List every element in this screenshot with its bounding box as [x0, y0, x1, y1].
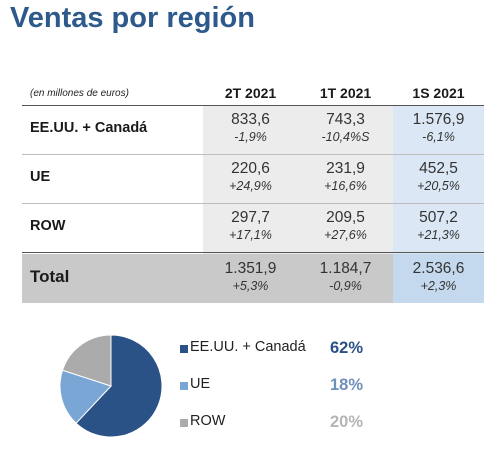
table-cell: 220,6 +24,9%: [203, 159, 298, 194]
column-header-2t: 2T 2021: [224, 85, 277, 101]
table-cell: 1.351,9 +5,3%: [203, 259, 298, 294]
table-row: EE.UU. + Canadá 833,6 -1,9% 743,3 -10,4%S …: [22, 105, 484, 155]
table-cell: 231,9 +16,6%: [298, 159, 393, 194]
column-header-1s: 1S 2021: [412, 85, 465, 101]
legend-item: ROW 20%: [180, 413, 390, 450]
legend-item: UE 18%: [180, 376, 390, 413]
cell-value: 231,9: [326, 160, 365, 177]
table-cell: 743,3 -10,4%S: [298, 110, 393, 145]
cell-change: +21,3%: [417, 228, 460, 242]
table-cell: 297,7 +17,1%: [203, 208, 298, 243]
legend-swatch: [180, 345, 188, 353]
cell-change: +2,3%: [420, 279, 457, 293]
total-row-background: [22, 254, 393, 303]
column-highlight-2t: [203, 105, 298, 277]
cell-change: -1,9%: [234, 130, 267, 144]
column-highlight-1s: [393, 105, 484, 277]
legend-label: UE: [190, 376, 211, 392]
cell-change: +27,6%: [324, 228, 367, 242]
pie-slice: [61, 334, 112, 387]
row-label: UE: [30, 169, 51, 185]
cell-value: 452,5: [419, 160, 458, 177]
table-header: (en millones de euros) 2T 2021 1T 2021 1…: [22, 82, 484, 106]
table-cell: 452,5 +20,5%: [393, 159, 484, 194]
cell-value: 833,6: [231, 111, 270, 128]
legend-label: EE.UU. + Canadá: [190, 339, 306, 355]
cell-change: -6,1%: [422, 130, 455, 144]
row-label: EE.UU. + Canadá: [30, 120, 148, 136]
legend-percent: 18%: [330, 376, 364, 394]
legend-percent: 20%: [330, 413, 364, 431]
total-row-background-1s: [393, 254, 484, 303]
legend-item: EE.UU. + Canadá 62%: [180, 339, 390, 376]
pie-slice: [59, 369, 112, 424]
cell-change: -0,9%: [329, 279, 362, 293]
legend-swatch: [180, 382, 188, 390]
unit-note: (en millones de euros): [30, 88, 129, 99]
pie-legend: EE.UU. + Canadá 62% UE 18% ROW 20%: [180, 339, 390, 450]
region-pie-chart: [59, 334, 163, 438]
cell-value: 297,7: [231, 209, 270, 226]
cell-value: 743,3: [326, 111, 365, 128]
table-cell: 1.184,7 -0,9%: [298, 259, 393, 294]
table-cell: 507,2 +21,3%: [393, 208, 484, 243]
row-label: ROW: [30, 218, 66, 234]
page-title: Ventas por región: [10, 2, 255, 34]
cell-value: 1.576,9: [412, 111, 465, 128]
cell-change: -10,4%S: [321, 130, 370, 144]
column-header-1t: 1T 2021: [319, 85, 372, 101]
table-row: ROW 297,7 +17,1% 209,5 +27,6% 507,2 +21,3%: [22, 203, 484, 253]
cell-value: 1.351,9: [224, 260, 277, 277]
legend-label: ROW: [190, 413, 226, 429]
cell-value: 209,5: [326, 209, 365, 226]
legend-swatch: [180, 419, 188, 427]
total-label: Total: [30, 267, 70, 286]
total-row: Total 1.351,9 +5,3% 1.184,7 -0,9% 2.536,6 +…: [22, 254, 484, 303]
cell-value: 1.184,7: [319, 260, 372, 277]
cell-value: 507,2: [419, 209, 458, 226]
cell-change: +5,3%: [232, 279, 269, 293]
column-highlight-1t: [298, 105, 393, 277]
pie-slice: [75, 334, 163, 438]
cell-change: +20,5%: [417, 179, 460, 193]
table-row: UE 220,6 +24,9% 231,9 +16,6% 452,5 +20,5%: [22, 154, 484, 204]
table-cell: 209,5 +27,6%: [298, 208, 393, 243]
table-cell: 2.536,6 +2,3%: [393, 259, 484, 294]
cell-value: 2.536,6: [412, 260, 465, 277]
legend-percent: 62%: [330, 339, 364, 357]
table-cell: 833,6 -1,9%: [203, 110, 298, 145]
cell-change: +16,6%: [324, 179, 367, 193]
cell-value: 220,6: [231, 160, 270, 177]
cell-change: +17,1%: [229, 228, 272, 242]
cell-change: +24,9%: [229, 179, 272, 193]
table-cell: 1.576,9 -6,1%: [393, 110, 484, 145]
